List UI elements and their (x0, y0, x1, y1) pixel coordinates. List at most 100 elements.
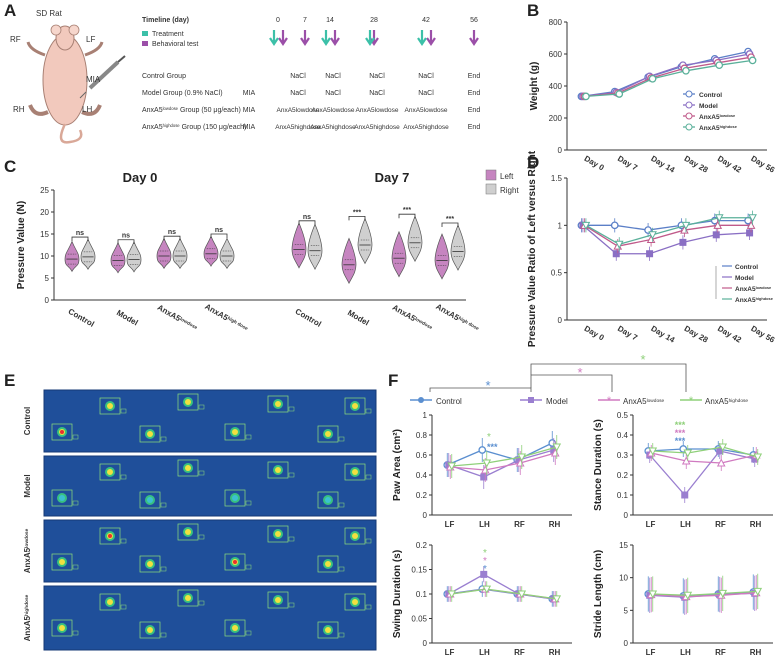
y-tick-label: 400 (549, 82, 563, 91)
panel-label-d: D (527, 153, 539, 172)
x-tick-label: Day 0 (583, 154, 606, 173)
panel-label-e: E (4, 371, 15, 390)
paw-box (344, 463, 366, 481)
paw-box (177, 523, 199, 541)
violin (64, 240, 80, 273)
sig-star: *** (675, 428, 686, 438)
data-point (746, 220, 756, 229)
paw-core (232, 625, 238, 631)
paw-tag (72, 500, 79, 506)
sig-star: * (485, 378, 490, 393)
paw-core (325, 431, 331, 437)
panel-label-a: A (4, 1, 16, 20)
sig-bracket (348, 216, 366, 221)
y-axis-label: Pressure Value Ratio of Left versus Righ… (527, 150, 538, 347)
paw-box (344, 397, 366, 415)
sig-star: * (577, 365, 582, 380)
sig-label: ns (168, 229, 176, 236)
y-tick-label: 0.1 (617, 491, 629, 500)
series-line-2 (584, 56, 752, 98)
sig-label: *** (403, 207, 411, 214)
group-cell: AnxA5highdose (403, 124, 449, 131)
data-point (748, 56, 757, 65)
group-cell: MIA (243, 107, 256, 114)
paw-core (107, 599, 113, 605)
y-tick-label: 5 (45, 274, 50, 283)
group-name-sup: lowdose (163, 106, 179, 111)
paw-tag (198, 534, 205, 540)
paw-tag (198, 470, 205, 476)
series-line-3 (652, 590, 758, 596)
paw-tag (288, 602, 295, 608)
y-tick-label: 10 (619, 574, 628, 583)
violin (110, 241, 126, 274)
paw-core (147, 561, 153, 567)
series-line-2 (450, 452, 556, 471)
y-tick-label: 5 (624, 606, 629, 615)
paw-box (139, 621, 161, 639)
sig-star: *** (675, 420, 686, 430)
paw-peak (233, 560, 237, 564)
paw-label-rf: RF (10, 35, 21, 44)
paw-core (185, 529, 191, 535)
group-cell: NaCl (369, 90, 385, 97)
paw-core (147, 497, 153, 503)
y-tick-label: 800 (549, 18, 563, 27)
y-tick-label: 1 (423, 411, 428, 420)
paw-box (344, 527, 366, 545)
y-tick-label: 0.05 (411, 615, 427, 624)
paw-core (107, 469, 113, 475)
paw-core (185, 595, 191, 601)
legend-high-sup: highdose (720, 124, 738, 129)
data-point (482, 585, 492, 594)
paw-tag (365, 538, 372, 544)
data-point (718, 443, 728, 452)
data-point (480, 570, 488, 578)
violin (172, 237, 188, 270)
data-point (552, 443, 562, 452)
y-tick-label: 0.4 (617, 431, 629, 440)
paw-core (147, 627, 153, 633)
x-tick-label: Day 42 (716, 154, 743, 175)
x-tick-label: RF (514, 648, 525, 657)
day-label: 42 (422, 17, 430, 24)
data-point (517, 453, 527, 462)
group-cell: End (468, 73, 481, 80)
paw-core (275, 401, 281, 407)
legend-left: Left (500, 172, 514, 181)
series-line-1 (582, 53, 750, 98)
x-tick-label: LH (680, 648, 691, 657)
timeline-title: Timeline (day) (142, 17, 189, 24)
paw-box (51, 619, 73, 637)
violin (80, 238, 96, 271)
data-point (712, 231, 720, 239)
legend-behavioral-swatch (142, 41, 148, 46)
paw-box (139, 491, 161, 509)
group-name: AnxA5highdose Group (150 μg/each) (142, 123, 246, 132)
legend-high: AnxA5highdose (705, 397, 748, 406)
legend-marker (418, 397, 424, 403)
paw-box (317, 555, 339, 573)
group-cell: AnxA5highdose (354, 124, 400, 131)
paw-box (51, 489, 73, 507)
y-tick-label: 0.4 (416, 471, 428, 480)
y-axis-label: Swing Duration (s) (392, 550, 403, 638)
legend-low-base: AnxA5 (735, 286, 756, 293)
panel-label-b: B (527, 1, 539, 20)
x-tick-label: LH (479, 648, 490, 657)
x-tick-label: RH (549, 648, 561, 657)
heatmap-strip (43, 389, 377, 453)
behavioral-arrow (278, 30, 288, 46)
violin (450, 224, 466, 271)
legend-marker (685, 112, 693, 120)
paw-tag (365, 604, 372, 610)
behavioral-arrow (300, 30, 310, 46)
x-label-high: AnxA5high dose (434, 302, 480, 334)
x-label-control: Control (67, 307, 96, 329)
group-cell: End (468, 90, 481, 97)
group-cell: NaCl (290, 90, 306, 97)
sig-bracket (530, 374, 613, 392)
data-point (648, 590, 658, 599)
